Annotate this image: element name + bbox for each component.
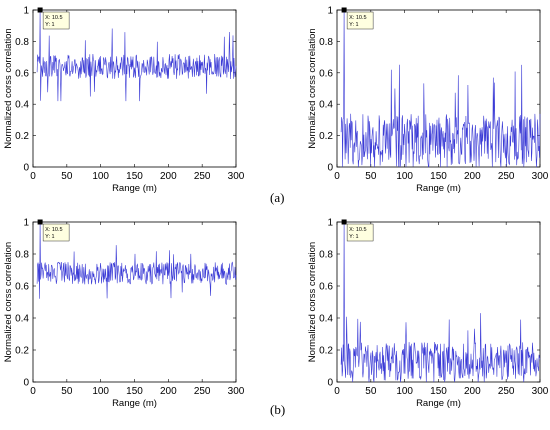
x-tick-label: 200 <box>464 386 481 397</box>
x-axis-label: Range (m) <box>416 183 461 194</box>
datatip-y-label: Y: 1 <box>349 22 358 28</box>
x-tick-label: 50 <box>365 171 377 182</box>
y-tick-label: 0.4 <box>15 100 29 111</box>
y-tick-label: 0.6 <box>319 68 333 79</box>
x-tick-label: 300 <box>532 171 549 182</box>
chart-1: 0 50 100 150 200 250 300 0 0.2 0.4 0.6 0.8 1 Range (m… <box>3 6 245 195</box>
y-tick-label: 0 <box>327 378 333 389</box>
x-tick-label: 300 <box>228 171 245 182</box>
y-axis-label: Normalized corss correlation <box>3 28 14 148</box>
datatip-marker <box>341 7 347 13</box>
panel-label-a: (a) <box>270 190 285 205</box>
y-tick-label: 1 <box>23 218 29 229</box>
x-axis-label: Range (m) <box>112 183 157 194</box>
y-tick-label: 0.6 <box>319 282 333 293</box>
datatip-y-label: Y: 1 <box>45 234 54 240</box>
datatip-marker <box>37 219 43 225</box>
x-tick-label: 250 <box>498 171 515 182</box>
y-tick-label: 0.6 <box>15 282 29 293</box>
x-tick-label: 0 <box>334 171 340 182</box>
x-tick-label: 250 <box>194 386 211 397</box>
x-tick-label: 100 <box>396 386 413 397</box>
datatip-box <box>42 223 70 242</box>
datatip-marker <box>341 219 347 225</box>
x-axis-label: Range (m) <box>112 398 157 409</box>
x-tick-label: 0 <box>334 386 340 397</box>
x-tick-label: 0 <box>30 386 36 397</box>
y-tick-label: 0.8 <box>319 250 333 261</box>
plot-area <box>32 221 237 383</box>
series-line <box>36 9 237 102</box>
y-tick-label: 0.4 <box>319 100 333 111</box>
x-axis-label: Range (m) <box>416 398 461 409</box>
y-tick-label: 0 <box>23 163 29 174</box>
chart-2: 0 50 100 150 200 250 300 0 0.2 0.4 0.6 0.8 1 Range (m… <box>307 6 549 195</box>
x-tick-label: 100 <box>92 386 109 397</box>
datatip-box <box>346 11 374 30</box>
y-tick-label: 0.6 <box>15 68 29 79</box>
y-tick-label: 0.4 <box>319 314 333 325</box>
y-tick-label: 0.2 <box>319 131 333 142</box>
x-tick-label: 150 <box>430 171 447 182</box>
y-tick-label: 0.2 <box>319 346 333 357</box>
x-tick-label: 250 <box>498 386 515 397</box>
panel-label-b: (b) <box>270 402 286 417</box>
chart-4: 0 50 100 150 200 250 300 0 0.2 0.4 0.6 0.8 1 Range (m… <box>307 218 549 410</box>
x-tick-label: 200 <box>464 171 481 182</box>
x-tick-label: 150 <box>126 386 143 397</box>
x-tick-label: 50 <box>61 386 73 397</box>
y-tick-label: 0.2 <box>15 131 29 142</box>
x-tick-label: 150 <box>126 171 143 182</box>
chart-3: 0 50 100 150 200 250 300 0 0.2 0.4 0.6 0.8 1 Range (m… <box>3 218 245 410</box>
y-tick-label: 0.8 <box>15 37 29 48</box>
y-tick-label: 0 <box>327 163 333 174</box>
series-line <box>340 9 541 168</box>
y-tick-label: 0.8 <box>319 37 333 48</box>
x-tick-label: 300 <box>532 386 549 397</box>
datatip-x-label: X: 10.5 <box>349 15 366 21</box>
y-tick-label: 0.4 <box>15 314 29 325</box>
x-tick-label: 200 <box>160 386 177 397</box>
datatip-x-label: X: 10.5 <box>45 15 62 21</box>
datatip-y-label: Y: 1 <box>45 22 54 28</box>
x-tick-label: 200 <box>160 171 177 182</box>
x-tick-label: 300 <box>228 386 245 397</box>
y-tick-label: 0 <box>23 378 29 389</box>
datatip-y-label: Y: 1 <box>349 234 358 240</box>
y-tick-label: 1 <box>327 6 333 17</box>
series-line <box>36 221 237 299</box>
y-tick-label: 0.8 <box>15 250 29 261</box>
x-tick-label: 250 <box>194 171 211 182</box>
x-tick-label: 50 <box>61 171 73 182</box>
plot-area <box>32 9 237 168</box>
x-tick-label: 150 <box>430 386 447 397</box>
datatip-box <box>42 11 70 30</box>
y-tick-label: 0.2 <box>15 346 29 357</box>
x-tick-label: 0 <box>30 171 36 182</box>
y-axis-label: Normalized corss correlation <box>307 28 318 148</box>
y-tick-label: 1 <box>327 218 333 229</box>
datatip-x-label: X: 10.5 <box>349 227 366 233</box>
series-line <box>340 221 541 383</box>
datatip-marker <box>37 7 43 13</box>
x-tick-label: 100 <box>92 171 109 182</box>
datatip-x-label: X: 10.5 <box>45 227 62 233</box>
datatip-box <box>346 223 374 242</box>
x-tick-label: 100 <box>396 171 413 182</box>
x-tick-label: 50 <box>365 386 377 397</box>
y-axis-label: Normalized corss correlation <box>307 242 318 362</box>
y-axis-label: Normalized corss correlation <box>3 242 14 362</box>
y-tick-label: 1 <box>23 6 29 17</box>
